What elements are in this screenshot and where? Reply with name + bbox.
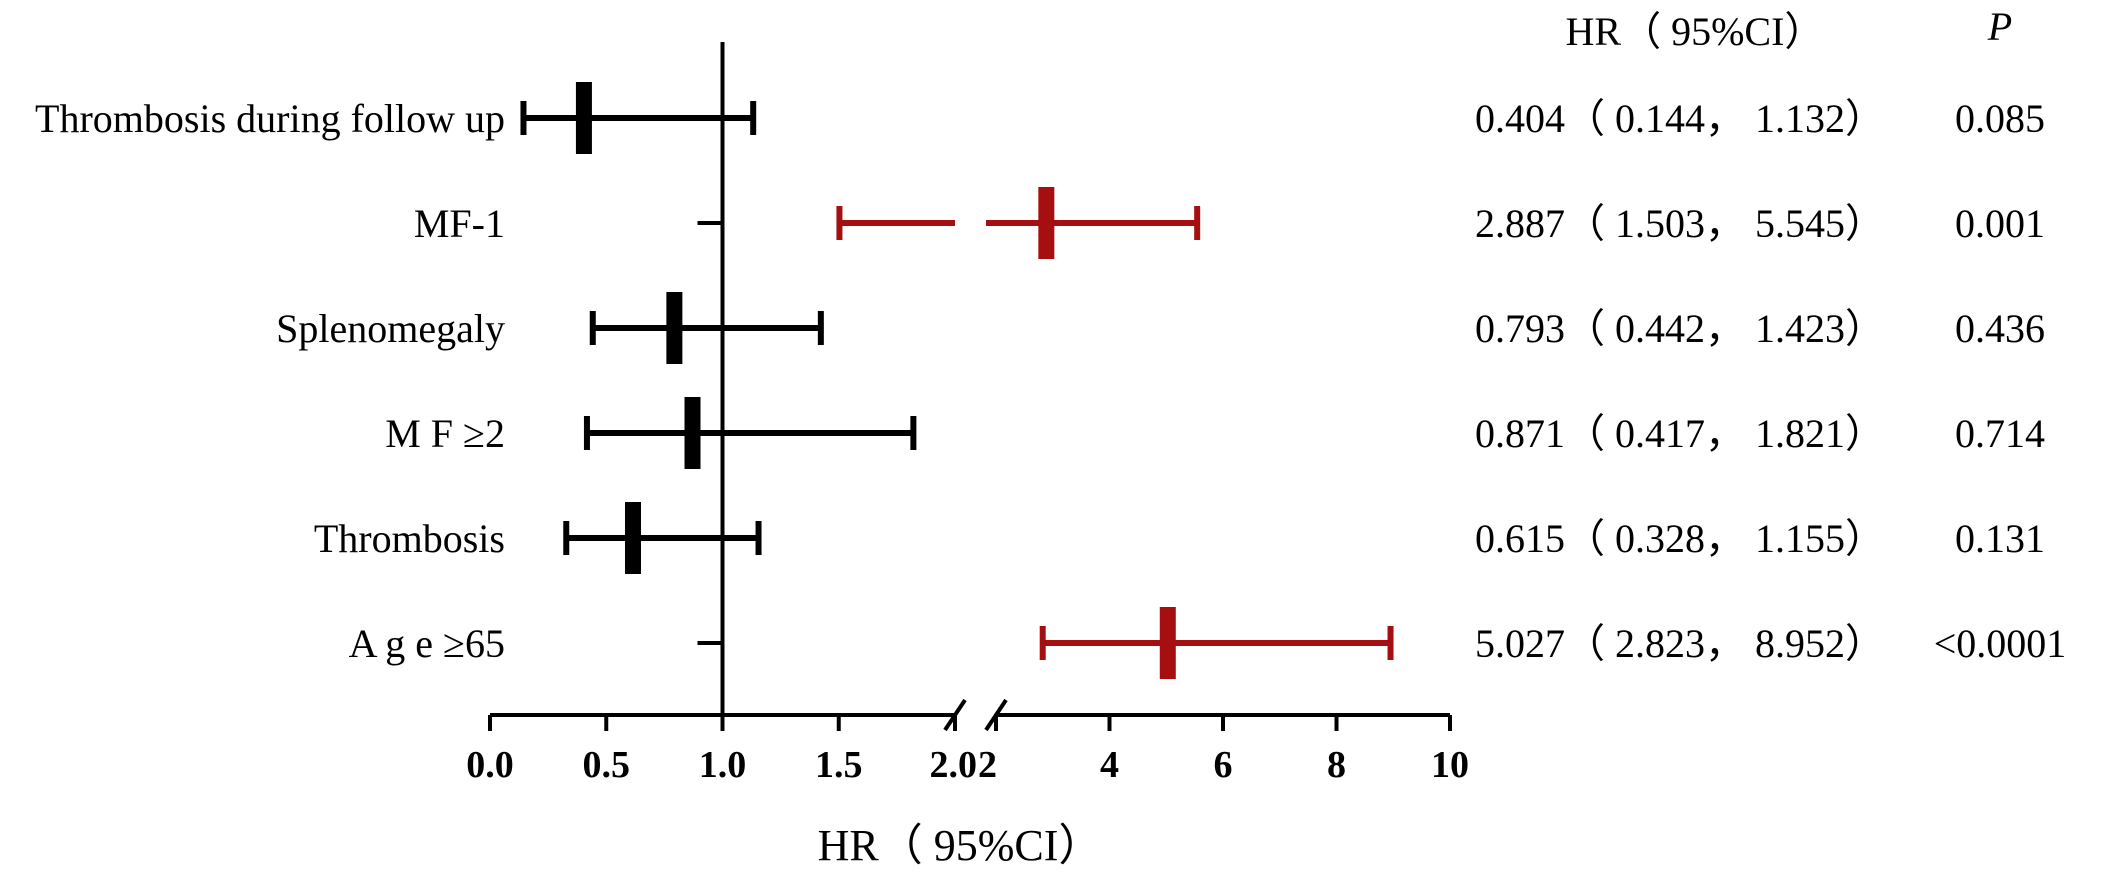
tick-label: 0.5	[583, 744, 631, 786]
row-label: Thrombosis during follow up	[35, 96, 505, 141]
row-label: Thrombosis	[314, 516, 505, 561]
forest-row: MF-1 2.887（ 1.503， 5.545） 0.001	[414, 187, 2045, 259]
tick-label: 2	[978, 744, 997, 786]
forest-rows: Thrombosis during follow up 0.404（ 0.144，…	[35, 82, 2066, 679]
p-value: <0.0001	[1934, 621, 2067, 666]
p-value: 0.714	[1955, 411, 2045, 456]
forest-row: A g e ≥65 5.027（ 2.823， 8.952） <0.0001	[349, 607, 2067, 679]
p-value: 0.085	[1955, 96, 2045, 141]
forest-row: M F ≥2 0.871（ 0.417， 1.821） 0.714	[385, 397, 2045, 469]
tick-label: 10	[1431, 744, 1469, 786]
p-column-header: P	[1987, 4, 2012, 49]
hr-point-estimate	[666, 292, 683, 364]
tick-label: 6	[1214, 744, 1233, 786]
hr-ci-value: 0.871（ 0.417， 1.821）	[1475, 411, 1885, 456]
x-axis-label: HR（ 95%CI）	[818, 821, 1103, 870]
hr-ci-value: 5.027（ 2.823， 8.952）	[1475, 621, 1885, 666]
hr-point-estimate	[684, 397, 701, 469]
hr-ci-value: 0.404（ 0.144， 1.132）	[1475, 96, 1885, 141]
forest-row: Thrombosis 0.615（ 0.328， 1.155） 0.131	[314, 502, 2045, 574]
tick-label: 8	[1327, 744, 1346, 786]
hr-ci-value: 0.793（ 0.442， 1.423）	[1475, 306, 1885, 351]
tick-label: 1.5	[815, 744, 863, 786]
row-label: A g e ≥65	[349, 621, 505, 666]
hr-point-estimate	[624, 502, 641, 574]
hr-point-estimate	[1038, 187, 1055, 259]
tick-label: 0.0	[466, 744, 514, 786]
tick-label: 1.0	[699, 744, 747, 786]
x-axis: 0.0 0.5 1.0 1.5 2.0 2 4 6 8 10	[466, 698, 1469, 786]
row-label: Splenomegaly	[276, 306, 505, 351]
forest-row: Thrombosis during follow up 0.404（ 0.144，…	[35, 82, 2045, 154]
hr-point-estimate	[1159, 607, 1176, 679]
hr-point-estimate	[575, 82, 592, 154]
p-value: 0.001	[1955, 201, 2045, 246]
tick-label: 4	[1100, 744, 1119, 786]
hr-column-header: HR（ 95%CI）	[1566, 9, 1825, 54]
hr-ci-value: 0.615（ 0.328， 1.155）	[1475, 516, 1885, 561]
forest-row: Splenomegaly 0.793（ 0.442， 1.423） 0.436	[276, 292, 2045, 364]
p-value: 0.436	[1955, 306, 2045, 351]
hr-ci-value: 2.887（ 1.503， 5.545）	[1475, 201, 1885, 246]
row-label: MF-1	[414, 201, 505, 246]
p-value: 0.131	[1955, 516, 2045, 561]
row-label: M F ≥2	[385, 411, 505, 456]
tick-label: 2.0	[930, 744, 978, 786]
